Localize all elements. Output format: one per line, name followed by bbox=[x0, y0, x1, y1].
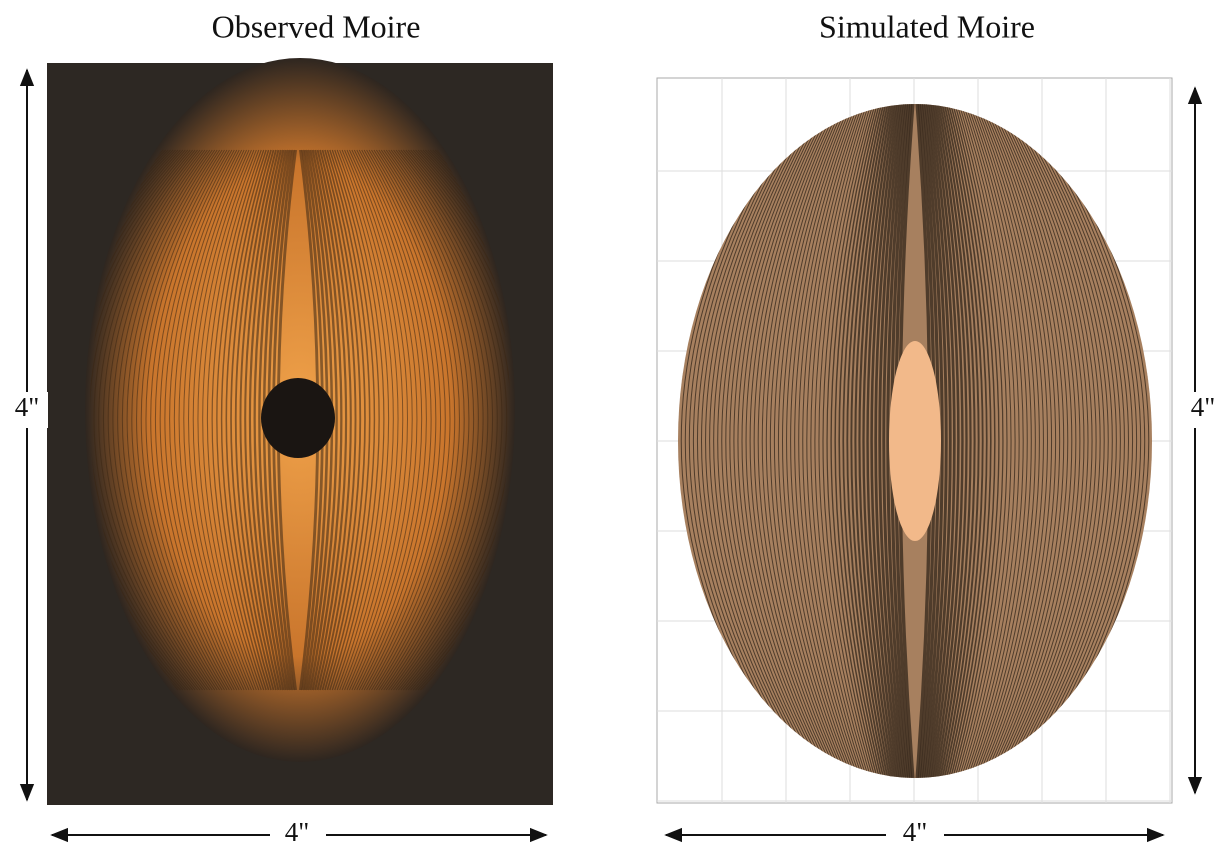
width-label: 4" bbox=[903, 817, 928, 847]
height-label: 4" bbox=[1191, 392, 1216, 422]
center-lobe bbox=[889, 341, 941, 541]
height-label: 4" bbox=[15, 392, 40, 422]
center-hole bbox=[261, 378, 335, 458]
figure: Observed Moire 4" 4" Simulated Moire 4" … bbox=[0, 0, 1222, 852]
width-label: 4" bbox=[285, 817, 310, 847]
panel-title: Simulated Moire bbox=[819, 8, 1035, 44]
panel-title: Observed Moire bbox=[212, 8, 421, 44]
